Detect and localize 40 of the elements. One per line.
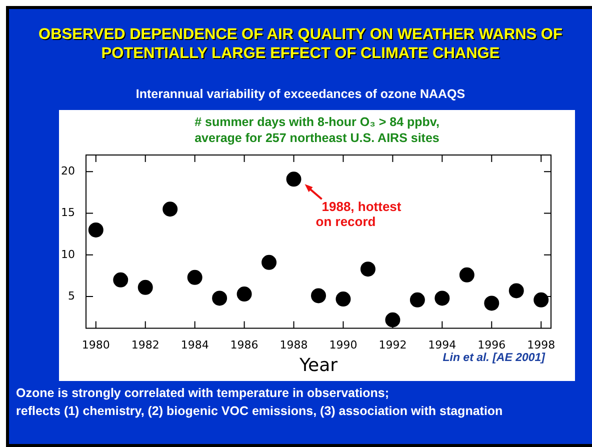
- point: [236, 286, 252, 302]
- point: [410, 292, 425, 308]
- y-tick-label: 10: [61, 248, 75, 261]
- chart-subtitle: Interannual variability of exceedances of ozone NAAQS: [134, 87, 466, 101]
- x-tick-label: 1998: [527, 338, 556, 352]
- point: [311, 288, 326, 304]
- point: [360, 262, 376, 277]
- point: [385, 312, 400, 328]
- point: [212, 290, 228, 306]
- point: [484, 296, 500, 311]
- chart-title: OBSERVED DEPENDENCE OF AIR QUALITY ON WEATHER WARNS OF POTENTIALLY LARGE EFFECT OF CLIMATE CHANGE: [38, 25, 564, 63]
- point: [138, 280, 153, 295]
- y-tick-label: 5: [68, 289, 75, 302]
- annotation: 1988, hottest on record: [316, 199, 402, 230]
- point: [88, 222, 104, 238]
- text: # summer days with 8-hour O₃ > 84 ppbv, average for 257 northeast U.S. AIRS sites: [194, 114, 440, 146]
- point: [508, 283, 524, 298]
- point: [187, 270, 202, 285]
- text: Lin et al. [AE 2001]: [442, 352, 545, 364]
- point: [534, 292, 549, 308]
- x-tick-label: 1982: [131, 338, 160, 352]
- y-tick-label: 20: [61, 164, 75, 178]
- point: [336, 292, 351, 307]
- x-tick-label: 1980: [82, 338, 110, 352]
- x-tick-label: 1992: [378, 338, 407, 352]
- point: [162, 202, 178, 217]
- y-tick-label: 15: [61, 206, 75, 220]
- point: [113, 272, 128, 288]
- x-tick-label: 1984: [180, 338, 209, 352]
- x-tick-label: 1994: [428, 338, 456, 352]
- point: [262, 254, 277, 270]
- text: Ozone is strongly correlated with temperature in observations; reflects (1) chemistry, (2) biogenic VOC emissions, (3) association with stagnation: [16, 385, 503, 420]
- x-tick-label: 1996: [478, 338, 506, 352]
- x-tick-label: 1990: [329, 338, 358, 352]
- x-tick-label: 1986: [230, 338, 258, 352]
- x-axis-title: Year: [298, 354, 338, 376]
- x-tick-label: 1988: [280, 338, 308, 352]
- point: [434, 290, 450, 306]
- point: [459, 267, 474, 282]
- point: [286, 172, 302, 187]
